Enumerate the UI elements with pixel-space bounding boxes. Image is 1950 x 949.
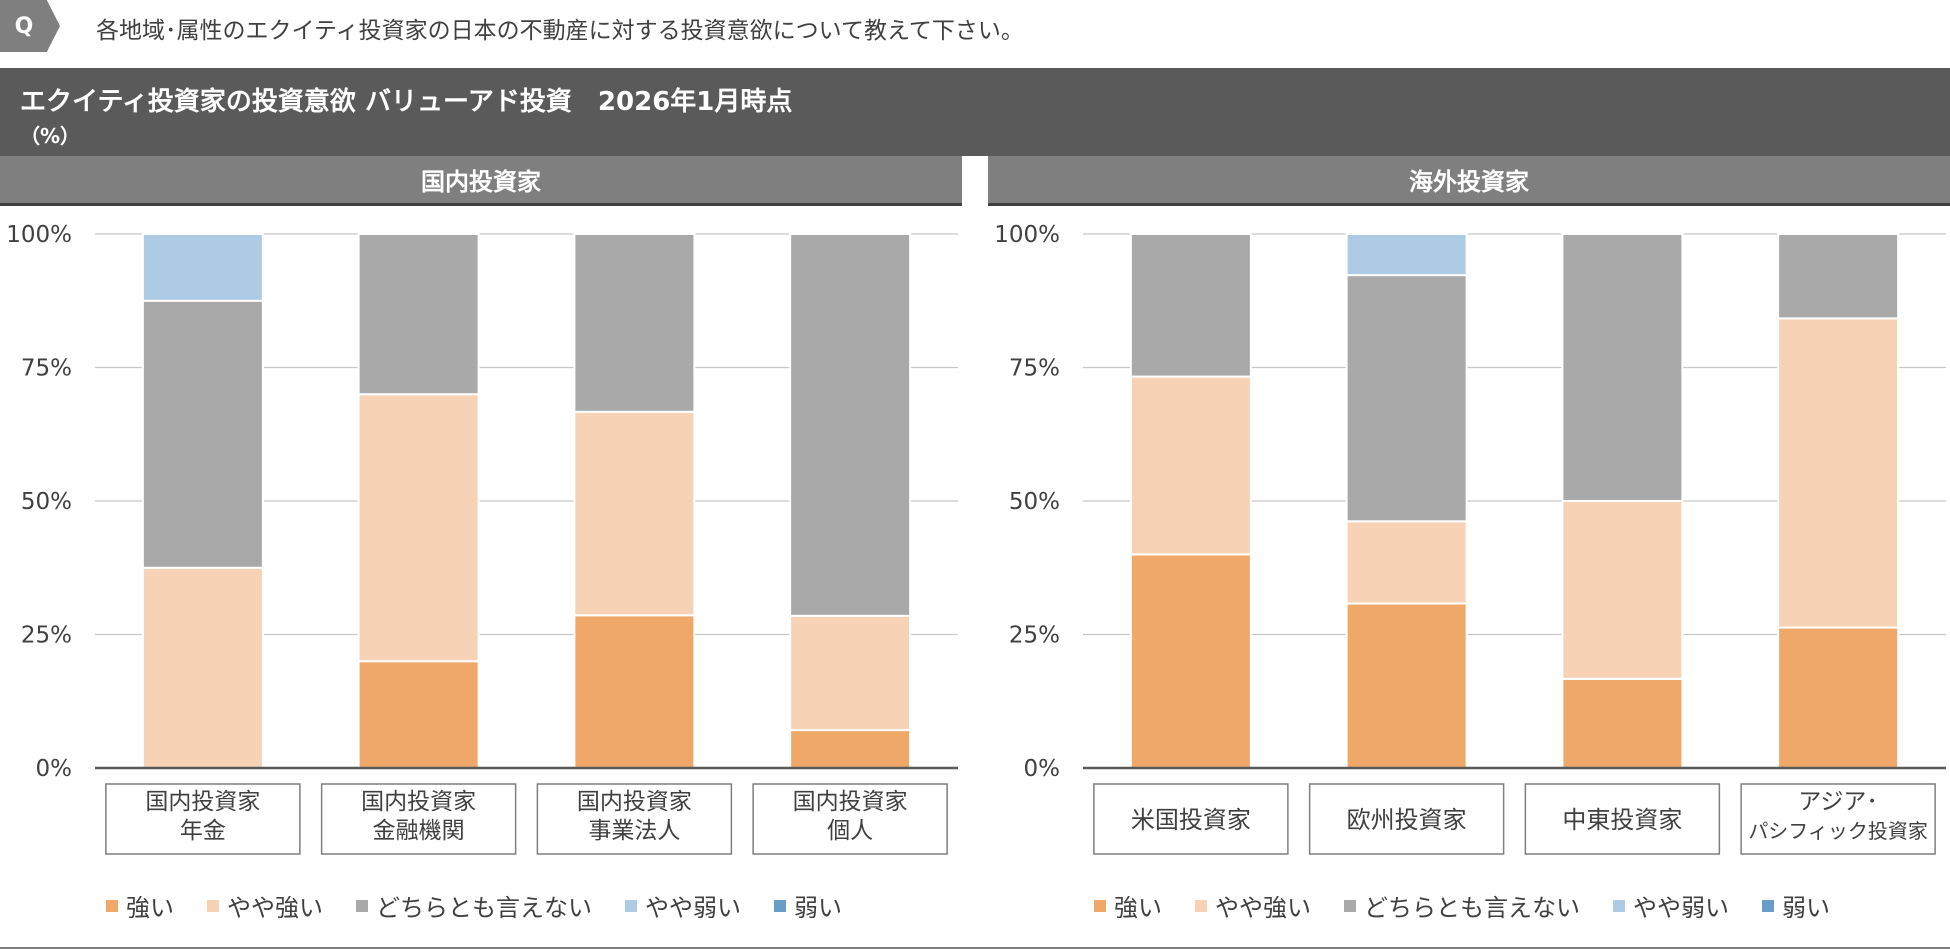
domestic-ytick-label: 25% bbox=[21, 623, 72, 649]
overseas-bar-somewhat-strong bbox=[1777, 317, 1900, 629]
domestic-bar-somewhat-strong bbox=[573, 410, 696, 617]
overseas-category-label: パシフィック投資家 bbox=[1748, 819, 1928, 843]
domestic-bar-neutral bbox=[357, 233, 480, 396]
domestic-category-label: 国内投資家 bbox=[577, 789, 692, 815]
domestic-category-label: 金融機関 bbox=[373, 818, 465, 844]
domestic-legend-item-somewhat-strong: やや強い bbox=[207, 888, 323, 923]
overseas-legend-label: どちらとも言えない bbox=[1364, 894, 1580, 922]
overseas-legend-item-somewhat-weak: やや弱い bbox=[1613, 888, 1729, 923]
domestic-category-label: 国内投資家 bbox=[793, 789, 908, 815]
question-badge: Q bbox=[0, 0, 60, 52]
overseas-legend-swatch bbox=[1613, 899, 1625, 912]
panel-header-overseas: 海外投資家 bbox=[988, 156, 1950, 206]
domestic-bar-somewhat-weak bbox=[141, 233, 264, 302]
overseas-category-label: 中東投資家 bbox=[1562, 806, 1682, 834]
overseas-bar-somewhat-weak bbox=[1345, 233, 1468, 277]
domestic-legend-swatch bbox=[356, 899, 368, 912]
overseas-legend-swatch bbox=[1344, 899, 1356, 912]
overseas-category-box bbox=[1740, 783, 1936, 855]
domestic-legend-label: 強い bbox=[126, 894, 174, 922]
chart-title: エクイティ投資家の投資意欲 バリューアド投資 2026年1月時点 bbox=[20, 87, 793, 117]
domestic-bar-somewhat-strong bbox=[789, 614, 912, 732]
domestic-category-box bbox=[320, 783, 517, 855]
question-row: Q 各地域･属性のエクイティ投資家の日本の不動産に対する投資意欲について教えて下… bbox=[0, 0, 1950, 52]
domestic-bar-neutral bbox=[573, 233, 696, 413]
domestic-legend-swatch bbox=[207, 899, 219, 912]
domestic-legend-label: やや弱い bbox=[645, 894, 741, 922]
overseas-legend-swatch bbox=[1762, 899, 1774, 912]
domestic-category-box bbox=[752, 783, 948, 855]
domestic-bar-strong bbox=[573, 614, 696, 769]
overseas-bar-strong bbox=[1345, 602, 1468, 770]
overseas-legend-item-strong: 強い bbox=[1094, 888, 1162, 923]
overseas-ytick-label: 0% bbox=[1024, 756, 1061, 782]
domestic-legend-label: どちらとも言えない bbox=[376, 894, 592, 922]
domestic-category-label: 個人 bbox=[827, 818, 873, 844]
domestic-category-box bbox=[536, 783, 733, 855]
overseas-bar-neutral bbox=[1345, 274, 1468, 523]
panel-header-domestic: 国内投資家 bbox=[0, 156, 962, 206]
legend-overseas: 強い やや強い どちらとも言えない やや弱い 弱い bbox=[1094, 888, 1863, 923]
overseas-bar-strong bbox=[1561, 677, 1684, 769]
domestic-bar-strong bbox=[357, 660, 480, 770]
bottom-divider bbox=[0, 947, 1950, 949]
overseas-category-box bbox=[1308, 783, 1505, 855]
domestic-legend-item-neutral: どちらとも言えない bbox=[356, 888, 592, 923]
overseas-category-label: 欧州投資家 bbox=[1347, 806, 1467, 834]
overseas-bar-somewhat-strong bbox=[1129, 375, 1252, 556]
overseas-ytick-label: 25% bbox=[1009, 623, 1060, 649]
overseas-legend-item-somewhat-strong: やや強い bbox=[1195, 888, 1311, 923]
domestic-legend-swatch bbox=[106, 899, 118, 912]
domestic-category-label: 事業法人 bbox=[588, 818, 680, 844]
overseas-investors-chart: 0% 25% 50% 75% 100% 米国投資家 欧州投資家 中東投資家 アジア･ パシフィック… bbox=[994, 222, 1946, 855]
domestic-legend-item-weak: 弱い bbox=[774, 888, 842, 923]
domestic-legend-swatch bbox=[774, 899, 786, 912]
chart-title-bar: エクイティ投資家の投資意欲 バリューアド投資 2026年1月時点 （%） bbox=[0, 68, 1950, 156]
overseas-category-label: アジア･ bbox=[1798, 789, 1878, 815]
overseas-bar-strong bbox=[1777, 626, 1900, 770]
overseas-legend-swatch bbox=[1094, 899, 1106, 912]
domestic-legend-label: 弱い bbox=[794, 894, 842, 922]
overseas-category-label: 米国投資家 bbox=[1131, 806, 1251, 834]
domestic-category-label: 年金 bbox=[180, 818, 226, 844]
domestic-ytick-label: 100% bbox=[6, 222, 72, 248]
overseas-legend-label: 弱い bbox=[1782, 894, 1830, 922]
overseas-category-box bbox=[1524, 783, 1721, 855]
chart-unit: （%） bbox=[20, 124, 81, 148]
domestic-ytick-label: 75% bbox=[21, 356, 72, 382]
overseas-legend-label: やや強い bbox=[1215, 894, 1311, 922]
overseas-legend-swatch bbox=[1195, 899, 1207, 912]
overseas-legend-item-neutral: どちらとも言えない bbox=[1344, 888, 1580, 923]
domestic-bar-neutral bbox=[789, 233, 912, 617]
domestic-legend-item-somewhat-weak: やや弱い bbox=[625, 888, 741, 923]
overseas-bar-neutral bbox=[1129, 233, 1252, 378]
overseas-bar-neutral bbox=[1777, 233, 1900, 320]
domestic-legend-swatch bbox=[625, 899, 637, 912]
domestic-category-box bbox=[105, 783, 301, 855]
overseas-category-box bbox=[1093, 783, 1289, 855]
domestic-category-label: 国内投資家 bbox=[145, 789, 260, 815]
overseas-bar-somewhat-strong bbox=[1561, 500, 1684, 680]
overseas-bar-strong bbox=[1129, 553, 1252, 769]
domestic-legend-label: やや強い bbox=[227, 894, 323, 922]
legend-domestic: 強い やや強い どちらとも言えない やや弱い 弱い bbox=[106, 888, 875, 923]
question-text: 各地域･属性のエクイティ投資家の日本の不動産に対する投資意欲について教えて下さい… bbox=[96, 18, 1024, 44]
domestic-legend-item-strong: 強い bbox=[106, 888, 174, 923]
overseas-legend-label: やや弱い bbox=[1633, 894, 1729, 922]
overseas-ytick-label: 100% bbox=[994, 222, 1060, 248]
overseas-ytick-label: 75% bbox=[1009, 356, 1060, 382]
domestic-ytick-label: 50% bbox=[21, 489, 72, 515]
overseas-ytick-label: 50% bbox=[1009, 489, 1060, 515]
domestic-bar-somewhat-strong bbox=[141, 566, 264, 769]
overseas-bar-neutral bbox=[1561, 233, 1684, 502]
domestic-bar-neutral bbox=[141, 299, 264, 569]
overseas-legend-item-weak: 弱い bbox=[1762, 888, 1830, 923]
domestic-category-label: 国内投資家 bbox=[361, 789, 476, 815]
domestic-bar-somewhat-strong bbox=[357, 393, 480, 663]
domestic-ytick-label: 0% bbox=[36, 756, 73, 782]
domestic-bar-strong bbox=[789, 729, 912, 769]
overseas-bar-somewhat-strong bbox=[1345, 520, 1468, 605]
overseas-legend-label: 強い bbox=[1114, 894, 1162, 922]
